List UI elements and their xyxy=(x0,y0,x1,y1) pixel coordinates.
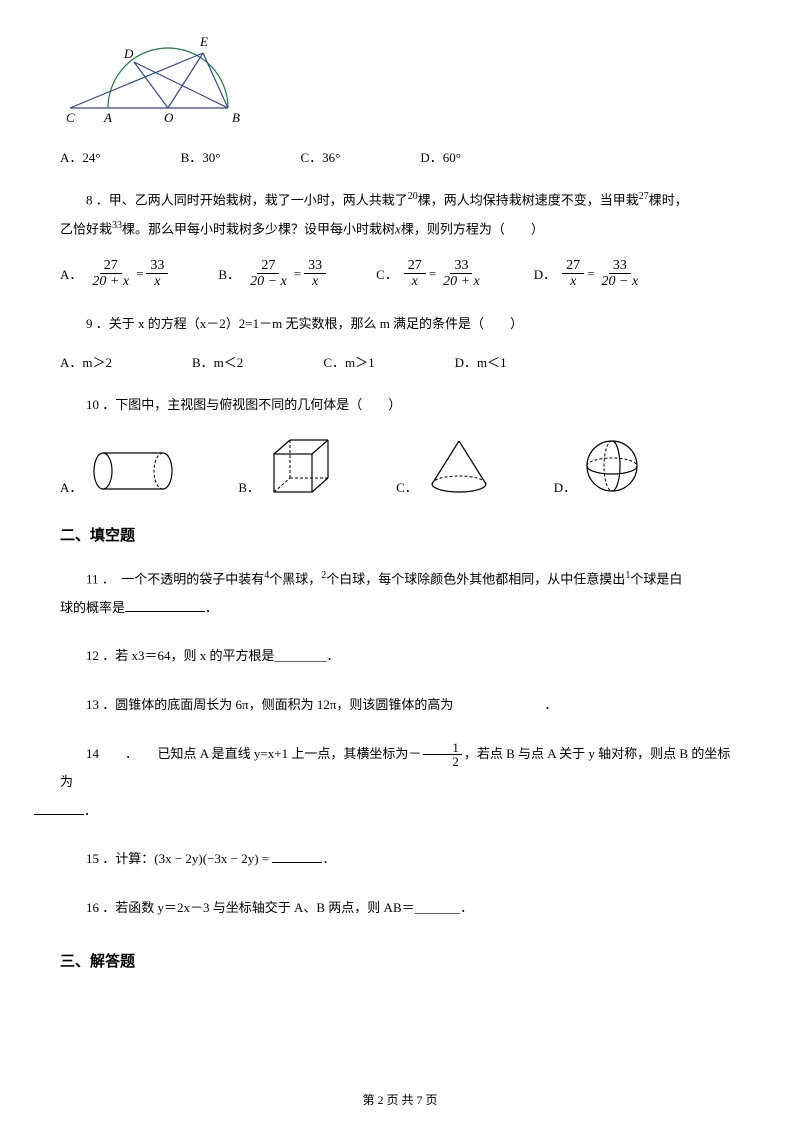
q8-pre: 8 ．甲、乙两人同时开始栽树，栽了一小时，两人共栽了 xyxy=(86,192,408,207)
q10-b-label: B． xyxy=(238,477,260,496)
q11-mid2: 个白球，每个球除颜色外其他都相同，从中任意摸出 xyxy=(326,571,625,586)
q8-b-label: B． xyxy=(218,264,240,283)
q7-opt-a: A．24° xyxy=(60,147,101,166)
q11-mid3: 个球是白 xyxy=(630,571,682,586)
q13-text: 13 ．圆锥体的底面周长为 6π，侧面积为 12π，则该圆锥体的高为 ． xyxy=(60,691,740,720)
q10-opt-b: B． xyxy=(238,436,336,496)
q8-end: 棵，则列方程为（ ） xyxy=(401,221,544,236)
q8-a-label: A． xyxy=(60,264,82,283)
cone-icon xyxy=(424,436,494,496)
eq-sign: = xyxy=(136,266,143,282)
q9-answers: A．m＞2 B．m＜2 C．m＞1 D．m＜1 xyxy=(60,352,740,371)
label-a: A xyxy=(103,110,112,125)
q8-b-den2: x xyxy=(308,274,322,289)
q10-d-label: D． xyxy=(554,477,576,496)
q9-opt-b: B．m＜2 xyxy=(192,352,243,371)
q8-text: 8 ．甲、乙两人同时开始栽树，栽了一小时，两人共栽了20棵，两人均保持栽树速度不… xyxy=(60,186,740,244)
q9-opt-d: D．m＜1 xyxy=(455,352,507,371)
q10-opt-d: D． xyxy=(554,436,642,496)
q8-c-den2: 20 + x xyxy=(439,274,484,289)
q8-b-num1: 27 xyxy=(257,258,279,274)
q14-pre: 14 ． 已知点 A 是直线 y=x+1 上一点，其横坐标为－ xyxy=(86,746,421,761)
q16-text: 16 ．若函数 y＝2x－3 与坐标轴交于 A、B 两点，则 AB＝______… xyxy=(60,894,740,923)
q8-c-label: C． xyxy=(376,264,398,283)
q11-text: 11 ． 一个不透明的袋子中装有4个黑球，2个白球，每个球除颜色外其他都相同，从… xyxy=(60,565,740,623)
q7-opt-c: C．36° xyxy=(300,147,340,166)
q8-mid2: 棵时， xyxy=(649,192,688,207)
q8-a-num1: 27 xyxy=(100,258,122,274)
q9-opt-a: A．m＞2 xyxy=(60,352,112,371)
q15-text: 15 ．计算：(3x − 2y)(−3x − 2y) = ． xyxy=(60,845,740,874)
q7-answers: A．24° B．30° C．36° D．60° xyxy=(60,147,740,166)
q10-opt-a: A． xyxy=(60,446,178,496)
q8-d-label: D． xyxy=(534,264,556,283)
eq-sign: = xyxy=(429,266,436,282)
label-e: E xyxy=(199,34,208,49)
q8-d-den2: 20 − x xyxy=(598,274,643,289)
q8-opt-d: D． 27x = 3320 − x xyxy=(534,258,642,290)
q10-opt-c: C． xyxy=(396,436,494,496)
q8-answers: A． 2720 + x = 33x B． 2720 − x = 33x C． 2… xyxy=(60,258,740,290)
q9-text: 9 ．关于 x 的方程（x－2）2=1－m 无实数根，那么 m 满足的条件是（ … xyxy=(60,310,740,339)
q8-d-num2: 33 xyxy=(609,258,631,274)
q8-l2b: 棵。那么甲每小时栽树多少棵？设甲每小时栽树 xyxy=(122,221,395,236)
q10-answers: A． B． C． D． xyxy=(60,436,740,496)
q11-pre: 11 ． 一个不透明的袋子中装有 xyxy=(86,571,264,586)
q8-n1: 20 xyxy=(408,191,418,202)
q8-opt-b: B． 2720 − x = 33x xyxy=(218,258,326,290)
q15-end: ． xyxy=(322,851,335,866)
q7-opt-d: D．60° xyxy=(420,147,461,166)
page-footer: 第 2 页 共 7 页 xyxy=(0,1091,800,1108)
q11-mid1: 个黑球， xyxy=(269,571,321,586)
q8-d-num1: 27 xyxy=(562,258,584,274)
q10-text: 10 ．下图中，主视图与俯视图不同的几何体是（ ） xyxy=(60,391,740,420)
blank xyxy=(34,801,84,815)
blank xyxy=(272,849,322,863)
section-2-title: 二、填空题 xyxy=(60,524,740,545)
q8-n2: 27 xyxy=(639,191,649,202)
eq-sign: = xyxy=(294,266,301,282)
q12-text: 12 ．若 x3＝64，则 x 的平方根是________． xyxy=(60,642,740,671)
geometry-figure: C A O B D E xyxy=(60,20,740,135)
q8-c-den1: x xyxy=(408,274,422,289)
q10-a-label: A． xyxy=(60,477,82,496)
q8-b-den1: 20 − x xyxy=(246,274,291,289)
q8-opt-a: A． 2720 + x = 33x xyxy=(60,258,168,290)
q8-l2a: 乙恰好栽 xyxy=(60,221,112,236)
q11-l2a: 球的概率是 xyxy=(60,600,125,615)
q8-c-num1: 27 xyxy=(404,258,426,274)
label-o: O xyxy=(164,110,174,125)
q8-d-den1: x xyxy=(566,274,580,289)
q15-expr: (3x − 2y)(−3x − 2y) = xyxy=(154,851,269,866)
q14-text: 14 ． 已知点 A 是直线 y=x+1 上一点，其横坐标为－12，若点 B 与… xyxy=(60,740,740,826)
circle-triangle-diagram: C A O B D E xyxy=(60,20,270,130)
q8-c-num2: 33 xyxy=(450,258,472,274)
q10-c-label: C． xyxy=(396,477,418,496)
q8-mid1: 棵，两人均保持栽树速度不变，当甲栽 xyxy=(418,192,639,207)
label-c: C xyxy=(66,110,75,125)
label-b: B xyxy=(232,110,240,125)
q8-a-den1: 20 + x xyxy=(88,274,133,289)
cylinder-icon xyxy=(88,446,178,496)
label-d: D xyxy=(123,46,134,61)
sphere-icon xyxy=(582,436,642,496)
eq-sign: = xyxy=(587,266,594,282)
q14-fn: 1 xyxy=(423,741,462,755)
q14-end: ． xyxy=(84,803,97,818)
q8-b-num2: 33 xyxy=(304,258,326,274)
cube-icon xyxy=(266,436,336,496)
q7-opt-b: B．30° xyxy=(181,147,221,166)
q15-pre: 15 ．计算： xyxy=(86,851,154,866)
blank xyxy=(125,598,205,612)
q8-a-den2: x xyxy=(150,274,164,289)
q14-fd: 2 xyxy=(423,755,462,768)
q8-opt-c: C． 27x = 3320 + x xyxy=(376,258,484,290)
q9-opt-c: C．m＞1 xyxy=(323,352,374,371)
section-3-title: 三、解答题 xyxy=(60,950,740,971)
q8-n3: 33 xyxy=(112,220,122,231)
q8-a-num2: 33 xyxy=(146,258,168,274)
q11-l2b: ． xyxy=(205,600,218,615)
